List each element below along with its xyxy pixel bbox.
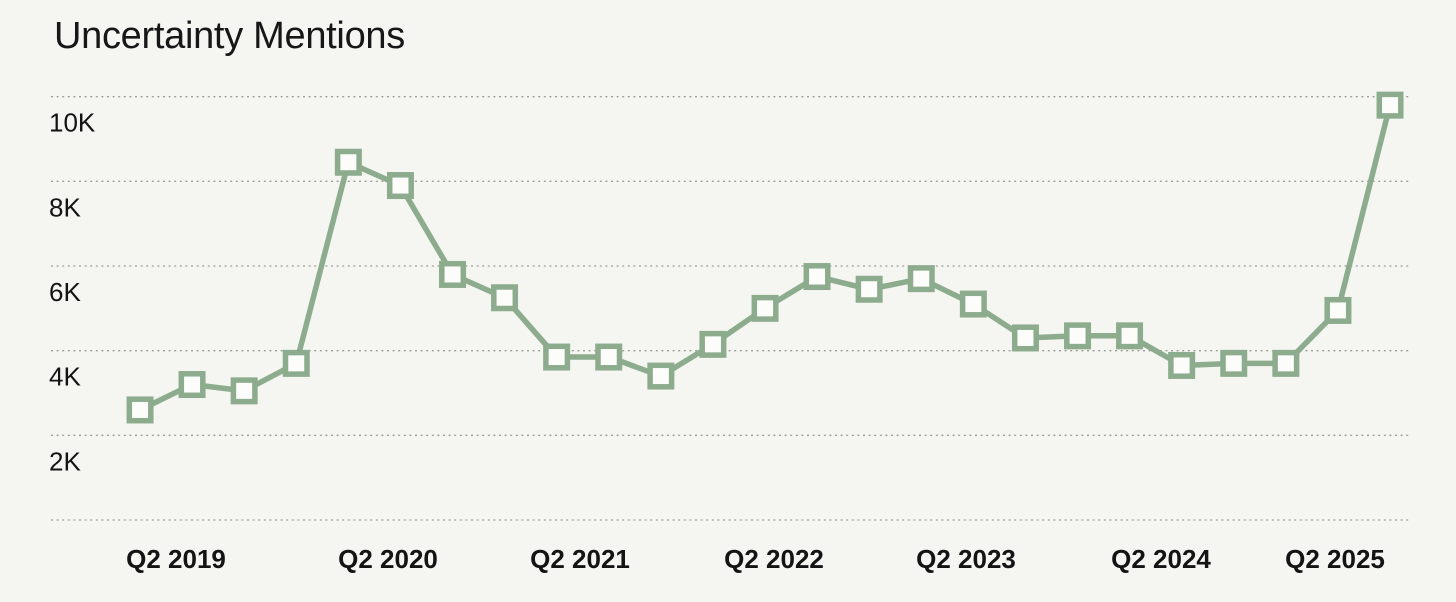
- data-point-marker: [282, 349, 310, 377]
- y-axis-tick-label: 8K: [49, 192, 81, 222]
- data-point-marker: [1168, 351, 1196, 379]
- x-axis-tick-label: Q2 2019: [126, 544, 226, 574]
- data-point-marker: [439, 260, 467, 288]
- y-axis-tick-label: 2K: [49, 446, 81, 476]
- data-point-marker: [907, 265, 935, 293]
- data-point-marker: [334, 148, 362, 176]
- data-point-marker: [1324, 296, 1352, 324]
- y-axis-tick-label: 6K: [49, 277, 81, 307]
- data-point-marker: [178, 371, 206, 399]
- data-point-marker: [1011, 324, 1039, 352]
- x-axis-tick-label: Q2 2022: [724, 544, 824, 574]
- data-point-marker: [959, 290, 987, 318]
- trend-line: [137, 102, 1393, 413]
- x-axis-tick-label: Q2 2024: [1111, 544, 1211, 574]
- data-point-marker: [751, 294, 779, 322]
- y-axis-tick-label: 4K: [49, 362, 81, 392]
- data-point-marker: [1272, 349, 1300, 377]
- data-point-marker: [491, 284, 519, 312]
- y-axis-tick-label: 10K: [49, 108, 96, 138]
- data-point-marker: [230, 377, 258, 405]
- data-point-marker: [595, 343, 623, 371]
- x-axis-tick-label: Q2 2021: [530, 544, 630, 574]
- data-point-marker: [803, 263, 831, 291]
- data-point-marker: [1376, 91, 1404, 119]
- chart-title: Uncertainty Mentions: [54, 15, 405, 57]
- data-point-marker: [1064, 322, 1092, 350]
- data-point-marker: [543, 343, 571, 371]
- data-point-marker: [1220, 349, 1248, 377]
- x-axis-tick-label: Q2 2020: [338, 544, 438, 574]
- data-point-marker: [647, 362, 675, 390]
- data-point-marker: [126, 396, 154, 424]
- data-point-marker: [699, 330, 727, 358]
- data-point-marker: [386, 172, 414, 200]
- x-axis-tick-label: Q2 2023: [916, 544, 1016, 574]
- data-point-marker: [855, 275, 883, 303]
- data-point-marker: [1116, 322, 1144, 350]
- x-axis-tick-label: Q2 2025: [1285, 544, 1385, 574]
